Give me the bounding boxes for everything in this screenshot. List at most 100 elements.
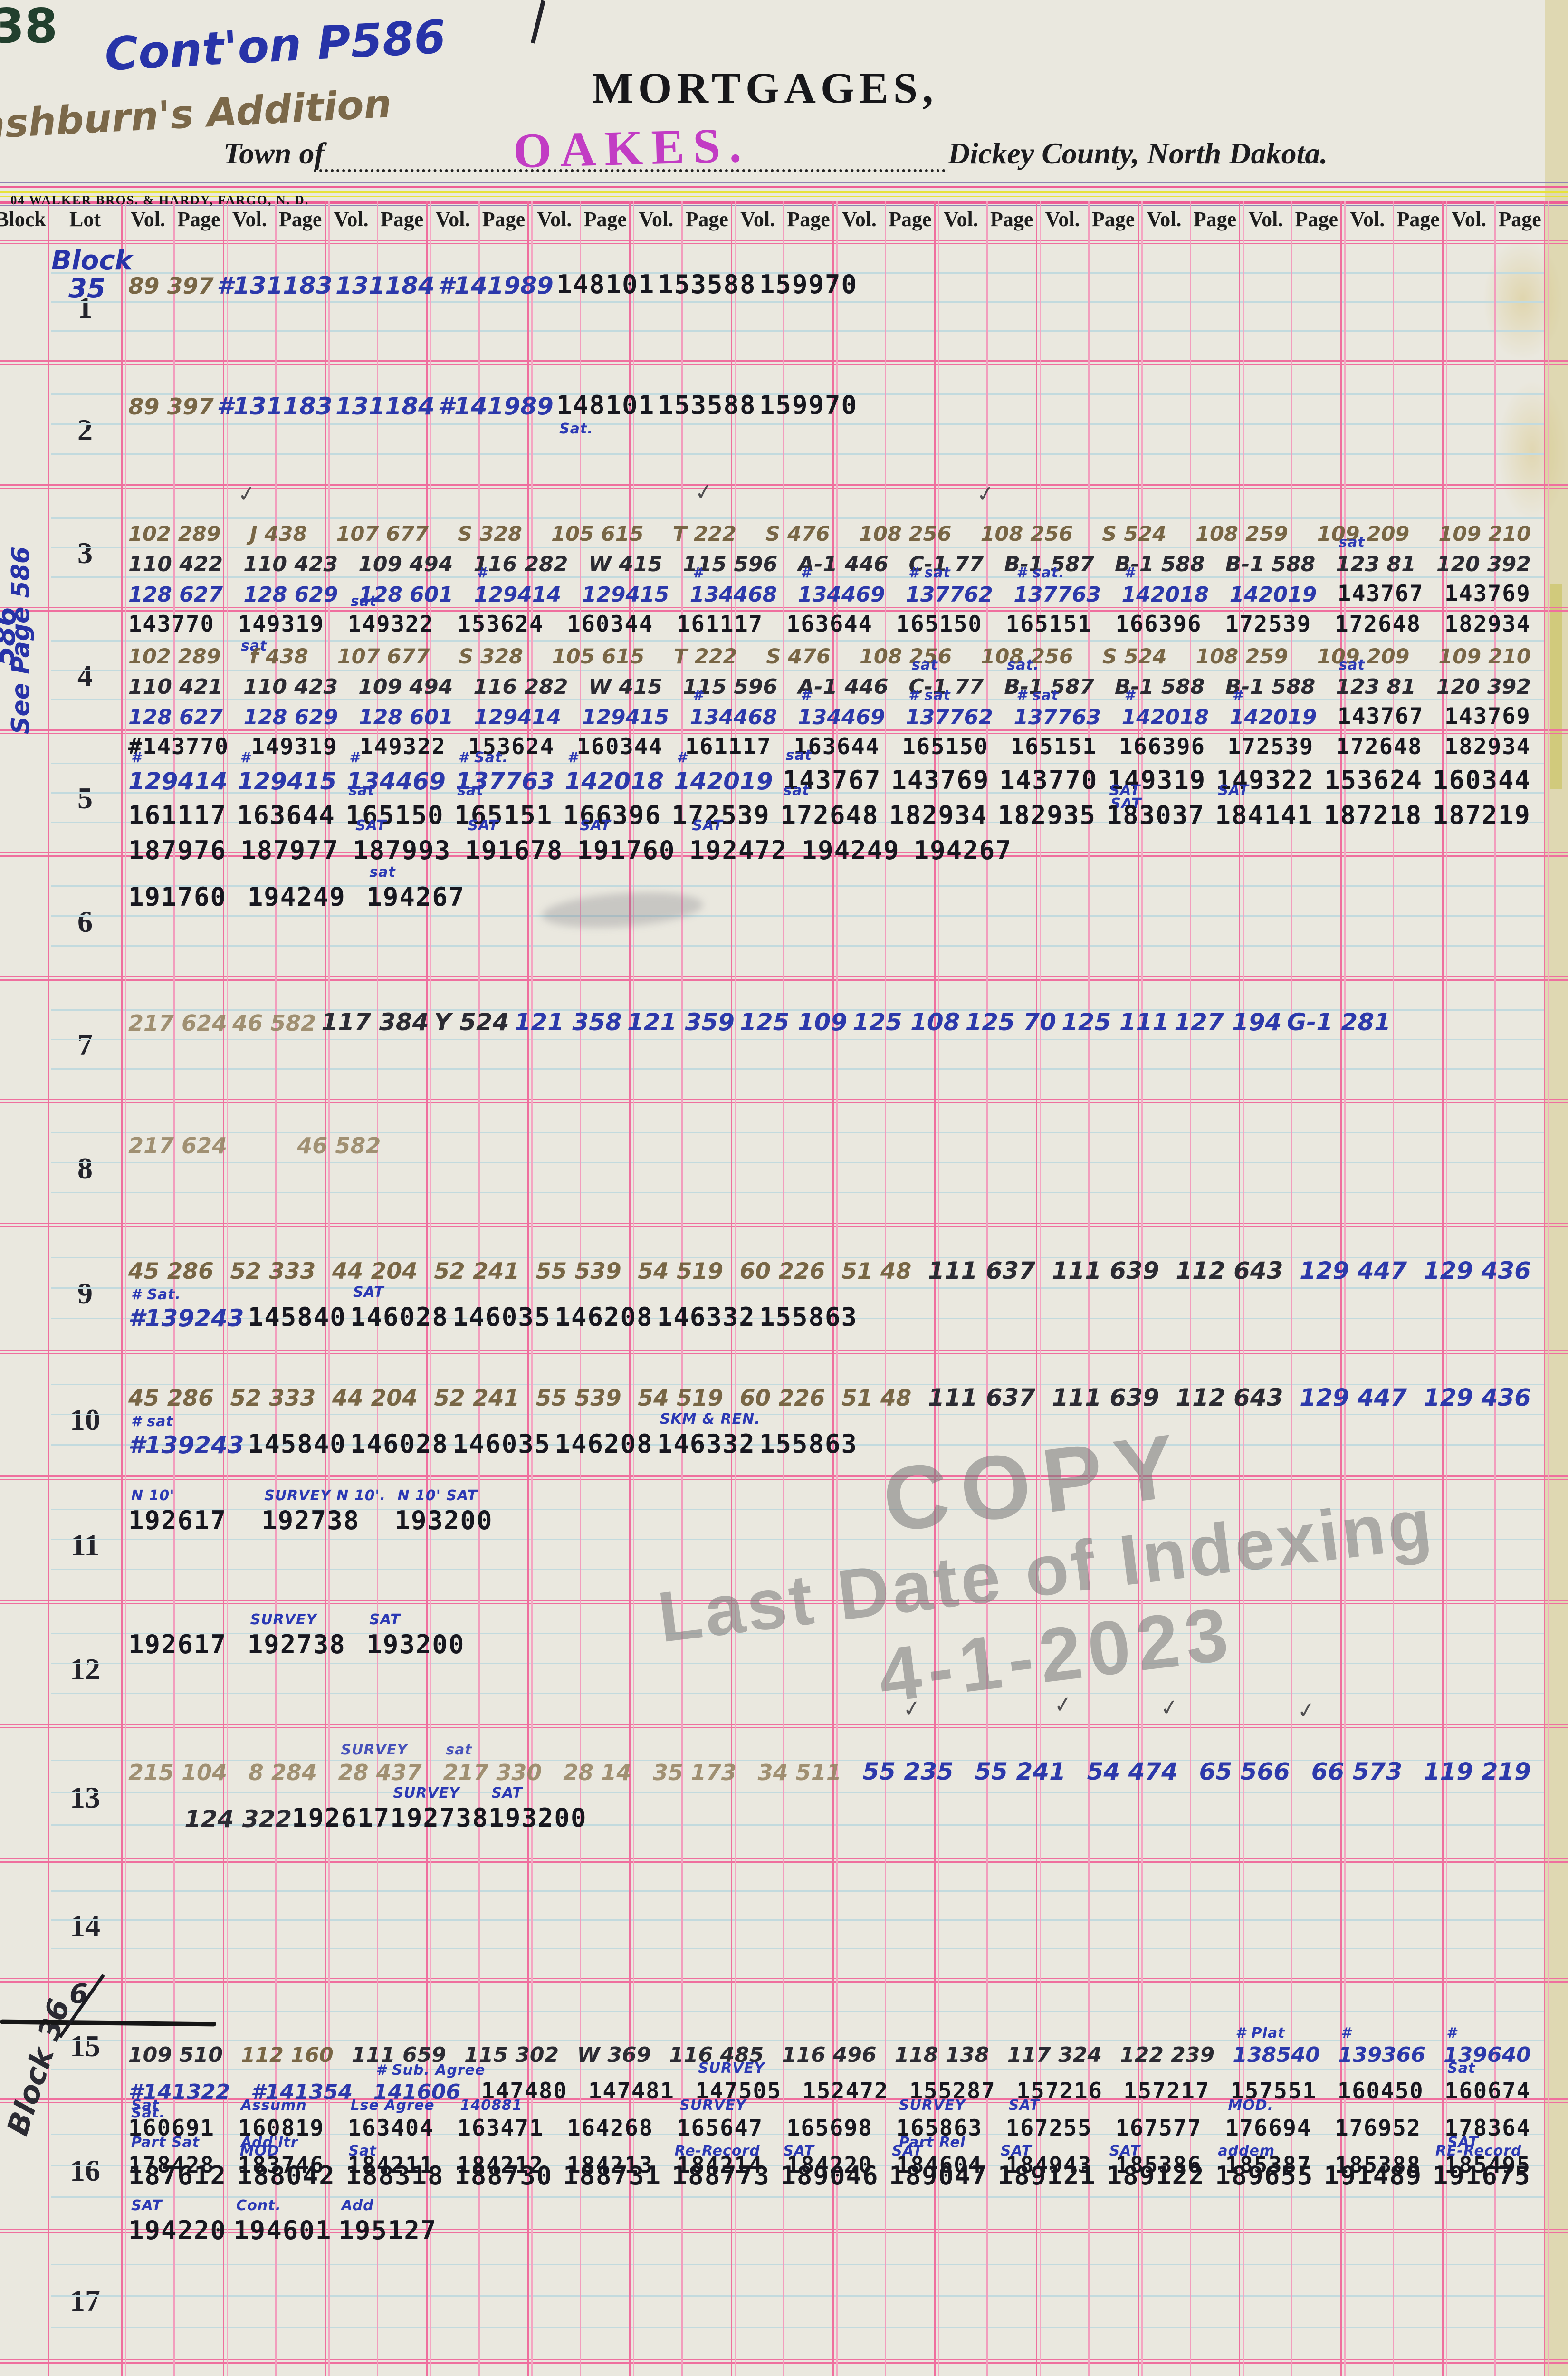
ledger-entry: 142019 # — [1229, 687, 1317, 729]
writing-line — [51, 1162, 1545, 1164]
ledger-entry: 139640 # — [1444, 2025, 1531, 2067]
writing-line — [51, 1539, 1545, 1541]
stain-edge — [1545, 0, 1568, 2376]
ledger-entry: 182934 — [1444, 734, 1531, 760]
ledger-line: 178428 Part Sat 183746 Add'ltr 184211 184212 1… — [128, 2134, 1531, 2178]
ledger-entry: 185386 — [1115, 2152, 1202, 2178]
ledger-entry: 141606 # Sub. Agree — [373, 2062, 486, 2104]
ledger-entry: 153588 — [658, 390, 756, 420]
ledger-entry: 105 615 — [552, 645, 645, 669]
stain-edge-strong — [1550, 584, 1562, 789]
ledger-entry: 160344 — [576, 734, 663, 760]
stray-check-mark: ✓ — [1158, 1693, 1181, 1722]
ledger-entry: 52 241 — [434, 1385, 520, 1411]
ledger-entry: 55 235 — [862, 1758, 954, 1785]
ledger-entry: 185388 — [1335, 2152, 1422, 2178]
entry-annotation: sat — [446, 1742, 472, 1758]
ledger-entry: 109 209 — [1317, 645, 1410, 669]
county-label: Dickey County, North Dakota. — [948, 136, 1328, 170]
column-line — [1189, 201, 1191, 2376]
ledger-entry: 109 510 — [128, 2043, 223, 2067]
ledger-entry: 163644 — [786, 611, 873, 637]
writing-line — [51, 1792, 1545, 1794]
entry-annotation: Add — [341, 2197, 374, 2214]
ledger-entry: 178428 Part Sat — [128, 2134, 215, 2178]
col-header-vol: Vol. — [435, 208, 470, 231]
entry-annotation: N 10' SAT — [397, 1487, 478, 1504]
entry-annotation: # — [692, 565, 703, 581]
writing-line — [51, 576, 1545, 578]
entry-annotation: sat — [369, 864, 396, 881]
stray-check-mark: ✓ — [1295, 1696, 1318, 1725]
ledger-entry: 188318 Sat — [345, 2143, 444, 2191]
ledger-entry: B-1 587 — [1004, 552, 1094, 576]
ledger-entry: 89 397 — [128, 394, 214, 420]
entry-annotation: # — [1124, 565, 1135, 581]
ledger-entry: 149322 sat — [347, 593, 434, 637]
ledger-entry: 44 204 — [332, 1258, 418, 1284]
ledger-entry: 194220 SAT — [128, 2197, 227, 2245]
ledger-entry: 146208 — [555, 1302, 653, 1332]
ledger-entry: 166396 — [1115, 611, 1202, 637]
entry-annotation: # — [240, 749, 251, 766]
ledger-entry: 147480 — [481, 2078, 568, 2104]
ledger-entry: 189655 addem — [1215, 2143, 1314, 2191]
ledger-entry: #141354 — [250, 2080, 353, 2104]
ledger-entry: 138540 # Plat — [1233, 2025, 1320, 2067]
ledger-entry: 52 241 — [434, 1258, 520, 1284]
column-line — [1340, 201, 1342, 2376]
ledger-entry: 146208 — [555, 1429, 653, 1459]
ledger-entry: 137763 # Sat. — [455, 749, 555, 795]
ledger-entry: 187977 — [240, 835, 339, 865]
lot-number: 7 — [77, 1028, 93, 1062]
ledger-entry: 54 474 — [1087, 1758, 1178, 1785]
ledger-entry: 120 392 — [1436, 552, 1531, 576]
ledger-line: 102 289 J 438 107 677 S 328 105 615 T 222 S 47… — [128, 508, 1531, 546]
ledger-entry: W 415 — [588, 675, 663, 699]
column-line — [430, 201, 431, 2376]
ledger-entry: 167255 SAT — [1005, 2097, 1092, 2141]
ledger-entry: 137762 # sat — [906, 687, 993, 729]
ledger-entry: 188773 Re-Record — [671, 2143, 770, 2191]
entry-annotation: # — [800, 687, 811, 704]
ledger-entry: 142018 # — [1121, 687, 1209, 729]
ledger-entry: 109 494 — [358, 552, 453, 576]
ledger-line: #141322 Sat. #141354 141606 # Sub. Agree 1474… — [128, 2060, 1531, 2121]
entry-annotation: # Sub. Agree — [376, 2062, 486, 2079]
ledger-entry: 165151 — [1010, 734, 1097, 760]
ledger-entry: 28 437 SURVEY — [338, 1742, 422, 1785]
entry-annotation: SAT — [1447, 2134, 1479, 2151]
ledger-line: 102 289 f 438 107 677 S 328 105 615 T 222 S 47… — [128, 631, 1531, 669]
ledger-entry: 155287 — [909, 2078, 996, 2104]
lot-number: 3 — [77, 536, 93, 570]
ledger-entry: 183037 SAT — [1106, 782, 1205, 830]
entry-annotation: SKM & REN. — [660, 1411, 761, 1428]
col-header-vol: Vol. — [1452, 208, 1487, 231]
entry-annotation: Sat — [348, 2143, 377, 2159]
ledger-entry: 193200 N 10' SAT — [394, 1487, 493, 1535]
lot-number: 4 — [77, 659, 93, 693]
ledger-entry: 129 436 — [1423, 1257, 1531, 1284]
writing-line — [51, 640, 1545, 642]
ledger-entry: 160691 Sat — [128, 2097, 215, 2141]
entry-annotation: # sat — [1016, 687, 1059, 704]
lot-number: 11 — [70, 1528, 100, 1562]
ledger-entry: 182934 — [1444, 611, 1531, 637]
entry-annotation: # — [349, 749, 360, 766]
entry-annotation: SAT — [692, 817, 723, 834]
ledger-entry: C-1 77 sat — [908, 657, 984, 699]
entry-annotation: SURVEY — [698, 2060, 765, 2077]
col-header-vol: Vol. — [334, 208, 369, 231]
ledger-entry: 192617 — [128, 1629, 227, 1659]
writing-line — [51, 1318, 1545, 1320]
ledger-entry: 129414 — [474, 705, 562, 729]
lot-number: 10 — [70, 1403, 100, 1437]
ledger-entry: 142018 # — [1121, 565, 1209, 607]
ledger-entry: 217 624 — [128, 1010, 228, 1036]
ledger-entry: 163471 140881 — [457, 2097, 544, 2141]
ledger-entry: 153624 — [1324, 765, 1423, 795]
ledger-entry: 160344 — [1432, 765, 1531, 795]
ledger-entry: 139366 # — [1338, 2025, 1425, 2067]
column-line — [580, 201, 582, 2376]
ledger-entry: A-1 446 — [798, 552, 889, 576]
